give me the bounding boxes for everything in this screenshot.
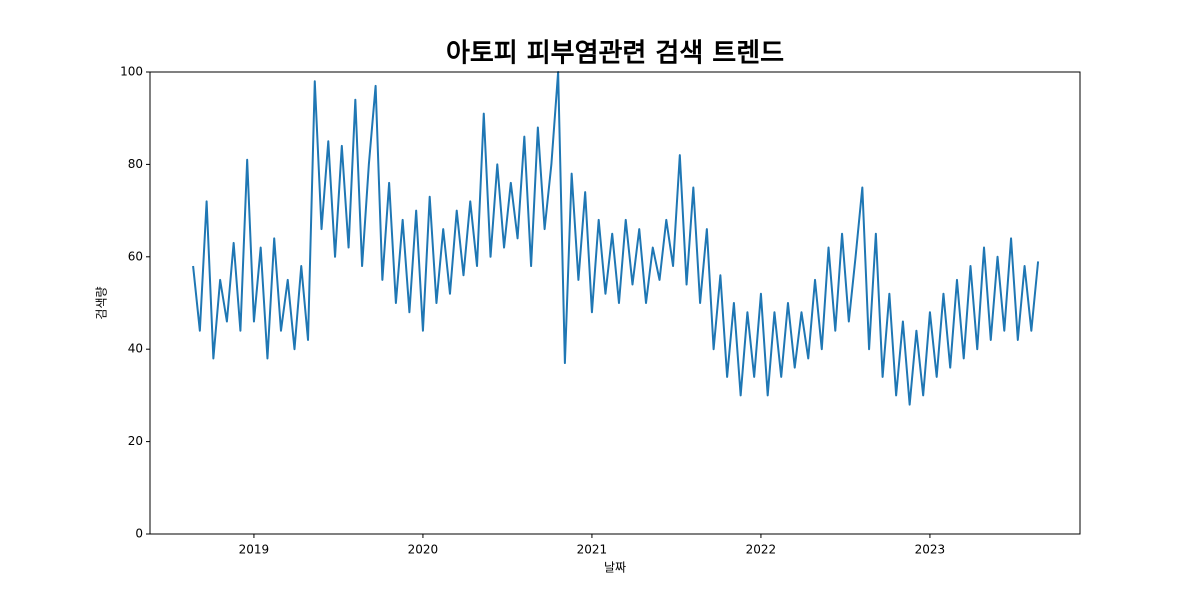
y-tick-label: 40 [128, 342, 143, 356]
y-tick-label: 80 [128, 157, 143, 171]
x-tick-label: 2022 [746, 543, 777, 557]
x-tick-label: 2019 [239, 543, 270, 557]
x-axis-label: 날짜 [604, 561, 626, 575]
plot-frame [149, 71, 1081, 535]
y-tick-label: 100 [120, 65, 143, 79]
y-tick-label: 0 [135, 527, 143, 541]
y-tick-label: 60 [128, 249, 143, 263]
chart-title: 아토피 피부염관련 검색 트렌드 [446, 39, 784, 69]
x-tick-label: 2021 [577, 543, 608, 557]
data-line [192, 71, 1040, 406]
x-tick-label: 2020 [408, 543, 439, 557]
x-tick-label: 2023 [915, 543, 946, 557]
y-axis-label: 검색량 [95, 286, 109, 319]
y-tick-label: 20 [128, 434, 143, 448]
